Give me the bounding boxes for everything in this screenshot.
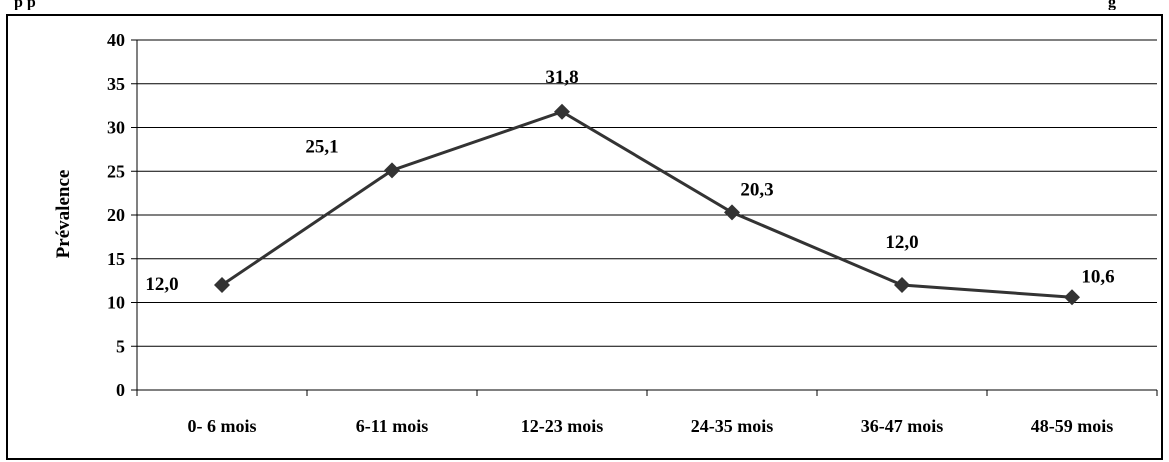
cropped-header-left: p p [14,0,36,10]
y-tick-label: 10 [107,293,125,313]
x-tick-label: 36-47 mois [861,416,944,436]
data-point-marker [384,162,400,179]
y-tick-label: 30 [107,118,125,138]
data-label: 12,0 [145,274,178,295]
series-line [221,110,1073,299]
data-labels: 12,0 25,1 31,8 20,3 12,0 10,6 [145,67,1114,295]
data-label: 12,0 [885,232,918,253]
data-point-marker [214,277,230,293]
y-tick-label: 15 [107,249,125,269]
data-label: 31,8 [545,67,578,88]
y-tick-label: 20 [107,205,125,225]
data-label: 20,3 [740,179,773,200]
x-tick-label: 12-23 mois [521,416,604,436]
x-tick-label: 48-59 mois [1031,416,1114,436]
data-markers [214,103,1080,306]
data-point-marker [724,204,740,221]
gridlines [137,39,1157,347]
data-label: 25,1 [305,136,338,157]
y-tick-label: 5 [116,336,125,356]
data-point-marker [554,103,570,120]
axes [131,39,1158,396]
x-tick-label: 0- 6 mois [188,416,257,436]
cropped-header-right: g [1108,0,1116,10]
y-tick-labels: 0 5 10 15 20 25 30 35 40 [107,30,125,400]
data-point-marker [1064,289,1080,306]
y-tick-label: 40 [107,30,125,50]
chart-frame [6,14,1163,460]
data-label: 10,6 [1081,266,1114,287]
cropped-header: p p g [0,0,1169,10]
x-tick-label: 24-35 mois [691,416,774,436]
y-tick-label: 25 [107,161,125,181]
y-tick-label: 0 [116,380,125,400]
x-tick-label: 6-11 mois [356,416,429,436]
x-tick-labels: 0- 6 mois 6-11 mois 12-23 mois 24-35 mois 36… [188,416,1114,436]
y-axis-label: Prévalence [53,170,74,259]
data-point-marker [894,277,910,293]
y-tick-label: 35 [107,74,125,94]
